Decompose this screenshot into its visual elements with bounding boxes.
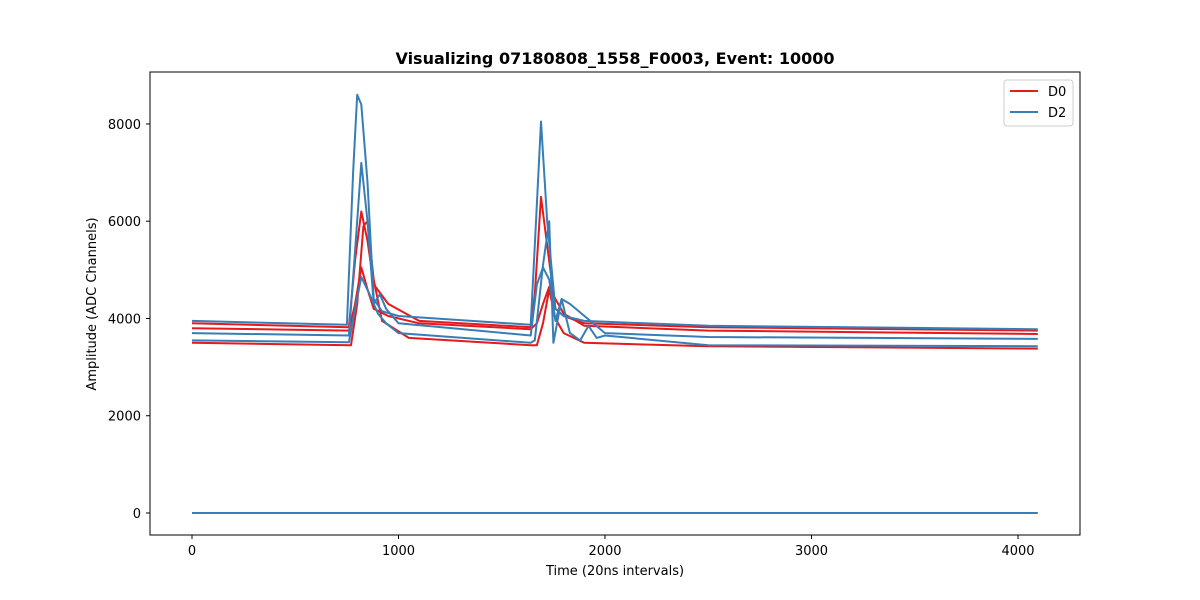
plot-area (149, 71, 1081, 536)
x-tick-label: 2000 (588, 544, 621, 559)
y-axis-ticks: 0 2000 4000 6000 8000 (108, 118, 150, 522)
legend-d0-label: D0 (1048, 85, 1066, 100)
series-line-d0-0 (191, 195, 1038, 332)
series-line-d2-5 (191, 220, 1038, 348)
y-tick-label: 6000 (108, 215, 141, 230)
series-line-d2-3 (191, 93, 1038, 331)
y-tick-label: 4000 (108, 312, 141, 327)
axes-frame (149, 71, 1081, 536)
x-tick-label: 4000 (1001, 544, 1034, 559)
x-axis-ticks: 0 1000 2000 3000 4000 (188, 535, 1035, 559)
legend-d2-label: D2 (1048, 106, 1066, 121)
series-line-d2-4 (191, 161, 1038, 340)
y-tick-label: 8000 (108, 118, 141, 133)
x-axis-label: Time (20ns intervals) (545, 564, 684, 579)
legend: D0 D2 (1003, 79, 1074, 127)
y-tick-label: 0 (133, 507, 141, 522)
y-tick-label: 2000 (108, 410, 141, 425)
y-axis-label: Amplitude (ADC Channels) (85, 217, 100, 390)
series-line-d0-2 (191, 220, 1038, 350)
chart-title: Visualizing 07180808_1558_F0003, Event: … (395, 49, 834, 68)
x-tick-label: 1000 (382, 544, 415, 559)
data-series (191, 93, 1038, 514)
x-tick-label: 0 (188, 544, 196, 559)
x-tick-label: 3000 (795, 544, 828, 559)
